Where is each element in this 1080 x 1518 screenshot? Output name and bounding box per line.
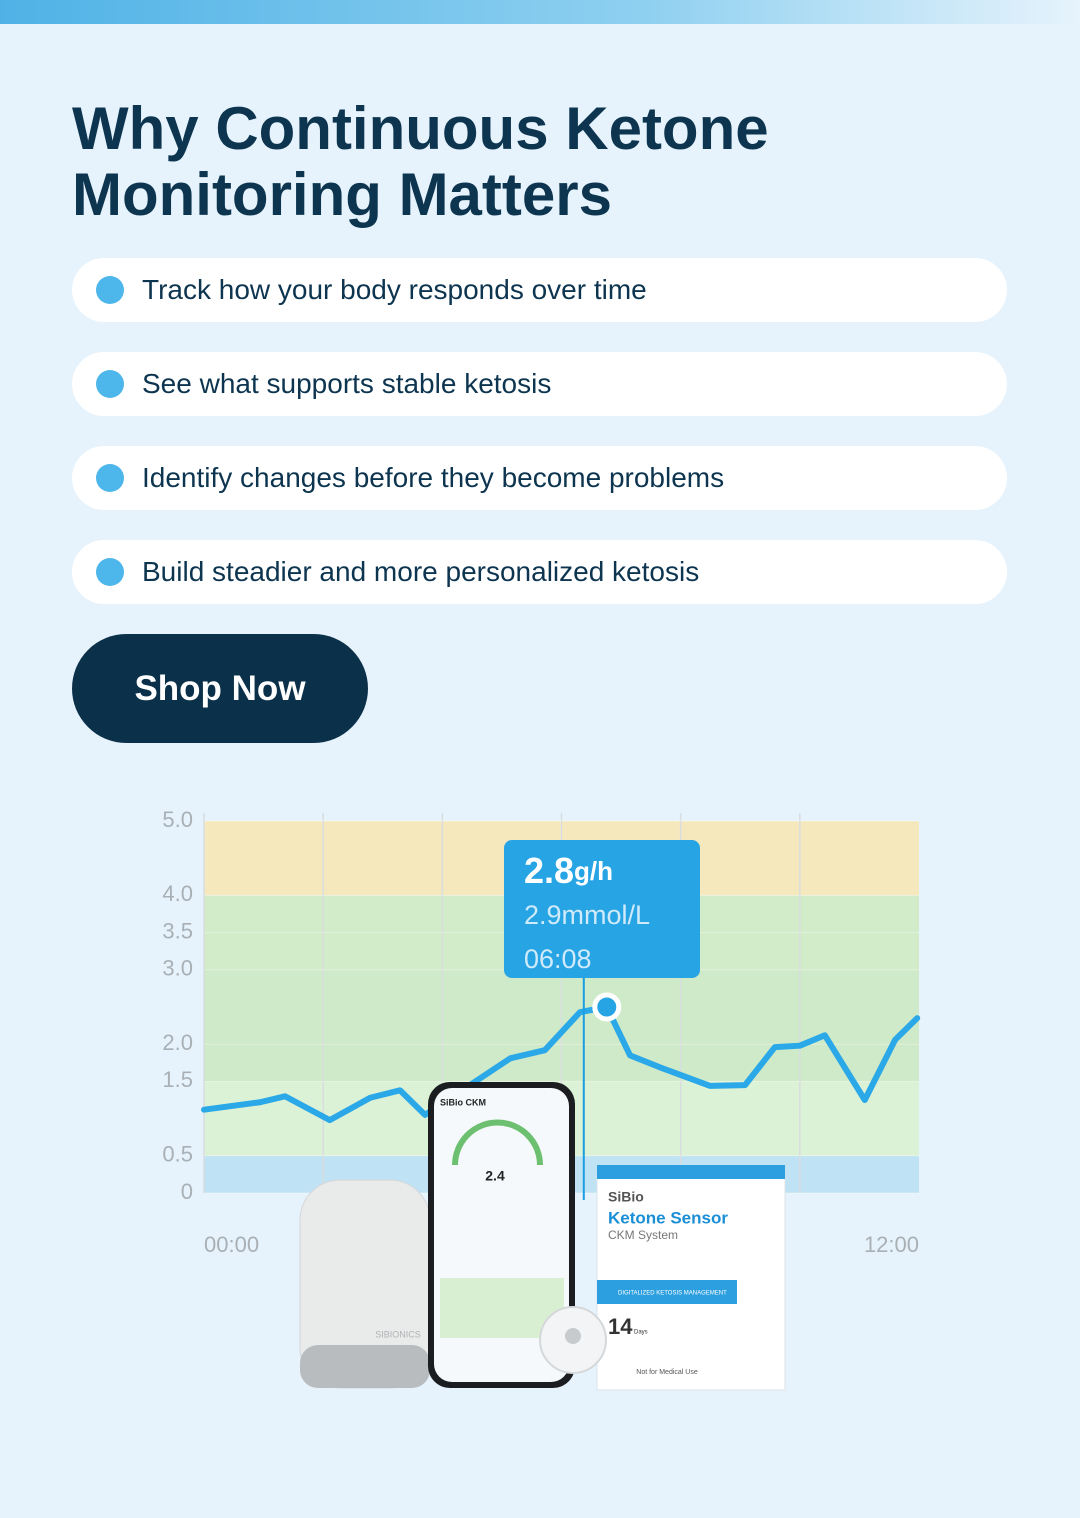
bullet <box>96 276 124 304</box>
title: Why Continuous Ketone Monitoring Matters <box>72 95 769 228</box>
reading: 2.4 <box>485 1168 505 1184</box>
y-tick-label: 5.0 <box>162 807 193 832</box>
tooltip-number: 2.8 <box>524 850 574 891</box>
tooltip <box>504 840 700 978</box>
box-note: Not for Medical Use <box>636 1369 698 1376</box>
reader-label: SIBIONICS <box>375 1329 421 1339</box>
x-tick-label: 12:00 <box>864 1232 919 1257</box>
y-tick-label: 3.0 <box>162 956 193 981</box>
y-tick-label: 0.5 <box>162 1142 193 1167</box>
benefit-text: See what supports stable ketosis <box>142 368 552 399</box>
benefit: See what supports stable ketosis <box>72 352 1007 416</box>
bullet <box>96 370 124 398</box>
y-tick-label: 2.0 <box>162 1030 193 1055</box>
box-stripe <box>597 1280 737 1304</box>
sensor-center <box>565 1328 581 1344</box>
app-name: SiBio CKM <box>440 1097 486 1107</box>
benefit-text: Track how your body responds over time <box>142 274 647 305</box>
box-name: Ketone Sensor <box>608 1208 728 1227</box>
benefit: Track how your body responds over time <box>72 258 1007 322</box>
box-brand: SiBio <box>608 1189 644 1205</box>
box-top <box>597 1165 785 1179</box>
tooltip-secondary: 2.9mmol/L <box>524 900 650 930</box>
reader-base <box>300 1345 430 1388</box>
bullet <box>96 464 124 492</box>
box-system: CKM System <box>608 1228 678 1242</box>
tooltip-value: 2.8g/h <box>524 850 613 891</box>
top-bar <box>0 0 1080 24</box>
benefit: Identify changes before they become prob… <box>72 446 1007 510</box>
benefit-text: Build steadier and more personalized ket… <box>142 556 700 587</box>
y-tick-label: 4.0 <box>162 881 193 906</box>
box-stripe-text: DIGITALIZED KETOSIS MANAGEMENT <box>618 1291 727 1297</box>
gauge <box>452 1119 543 1166</box>
shop-now-button[interactable]: Shop Now <box>72 634 368 743</box>
box-days-unit: Days <box>634 1330 648 1336</box>
y-tick-label: 3.5 <box>162 918 193 943</box>
tooltip-time: 06:08 <box>524 944 592 974</box>
x-tick-label: 00:00 <box>204 1232 259 1257</box>
benefit: Build steadier and more personalized ket… <box>72 540 1007 604</box>
bullet <box>96 558 124 586</box>
box-days: 14 <box>608 1314 633 1339</box>
y-tick-label: 0 <box>181 1179 193 1204</box>
benefit-text: Identify changes before they become prob… <box>142 462 725 493</box>
tooltip-unit: g/h <box>574 856 613 886</box>
highlight-point <box>592 992 622 1022</box>
y-tick-label: 1.5 <box>162 1067 193 1092</box>
